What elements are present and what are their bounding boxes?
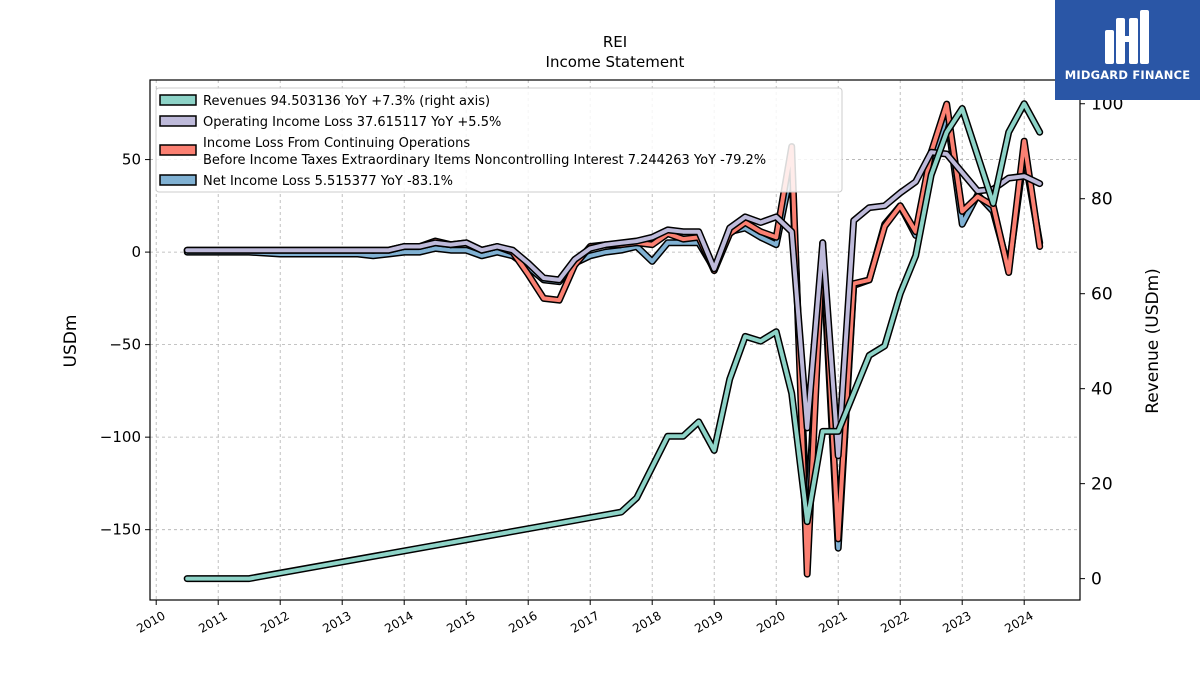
chart-title: REI	[603, 33, 627, 51]
x-tick-label: 2024	[1002, 608, 1035, 635]
series-outline	[183, 148, 1044, 460]
logo-text: MIDGARD FINANCE	[1064, 68, 1191, 82]
x-tick-label: 2022	[878, 608, 911, 635]
y-left-tick-label: 50	[122, 151, 141, 169]
y-right-tick-label: 20	[1091, 475, 1113, 495]
legend-box	[155, 87, 843, 193]
series-line	[185, 101, 1042, 581]
legend-swatch	[159, 94, 197, 106]
x-tick-label: 2018	[630, 608, 663, 635]
y-left-tick-label: −150	[100, 521, 141, 539]
x-tick-label: 2015	[444, 608, 477, 635]
plot-frame	[149, 79, 1081, 601]
x-tick-label: 2011	[196, 608, 229, 635]
y-left-tick-label: 0	[131, 243, 141, 261]
x-tick-label: 2023	[940, 608, 973, 635]
y-right-tick-label: 40	[1091, 380, 1113, 400]
series-line	[185, 150, 1042, 458]
legend-swatch	[159, 115, 197, 127]
legend-entry: Operating Income Loss 37.615117 YoY +5.5…	[159, 115, 501, 130]
x-tick-label: 2012	[258, 608, 291, 635]
y-axis-left-label: USDm	[61, 315, 81, 368]
chart-subtitle: Income Statement	[546, 53, 685, 71]
y-right-tick-label: 60	[1091, 285, 1113, 305]
legend-label: Net Income Loss 5.515377 YoY -83.1%	[203, 174, 453, 189]
x-tick-label: 2019	[692, 608, 725, 635]
brand-logo: MIDGARD FINANCE	[1055, 0, 1200, 100]
legend-entry: Net Income Loss 5.515377 YoY -83.1%	[159, 174, 453, 189]
series-operating-income-loss	[183, 148, 1044, 460]
y-axis-right-label: Revenue (USDm)	[1143, 268, 1163, 414]
y-left-tick-label: −100	[100, 428, 141, 446]
x-tick-label: 2014	[382, 608, 415, 635]
x-tick-label: 2010	[134, 608, 167, 635]
series-revenues--yoy	[183, 100, 1044, 583]
x-tick-label: 2013	[320, 608, 353, 635]
x-tick-label: 2021	[816, 608, 849, 635]
legend-label: Income Loss From Continuing Operations	[203, 136, 470, 151]
logo-mark-icon	[1105, 10, 1149, 64]
legend-entry: Revenues 94.503136 YoY +7.3% (right axis…	[159, 94, 490, 109]
legend-swatch	[159, 144, 197, 156]
legend-entry: Income Loss From Continuing Operations Be…	[159, 136, 766, 168]
y-left-tick-label: −50	[109, 336, 141, 354]
x-tick-label: 2017	[568, 608, 601, 635]
y-right-tick-label: 80	[1091, 190, 1113, 210]
legend-label: Operating Income Loss 37.615117 YoY +5.5…	[203, 115, 501, 130]
x-tick-label: 2020	[754, 608, 787, 635]
y-right-tick-label: 0	[1091, 570, 1102, 590]
legend-label: Before Income Taxes Extraordinary Items …	[203, 153, 766, 168]
legend-label: Revenues 94.503136 YoY +7.3% (right axis…	[203, 94, 490, 109]
x-tick-label: 2016	[506, 608, 539, 635]
legend-swatch	[159, 174, 197, 186]
